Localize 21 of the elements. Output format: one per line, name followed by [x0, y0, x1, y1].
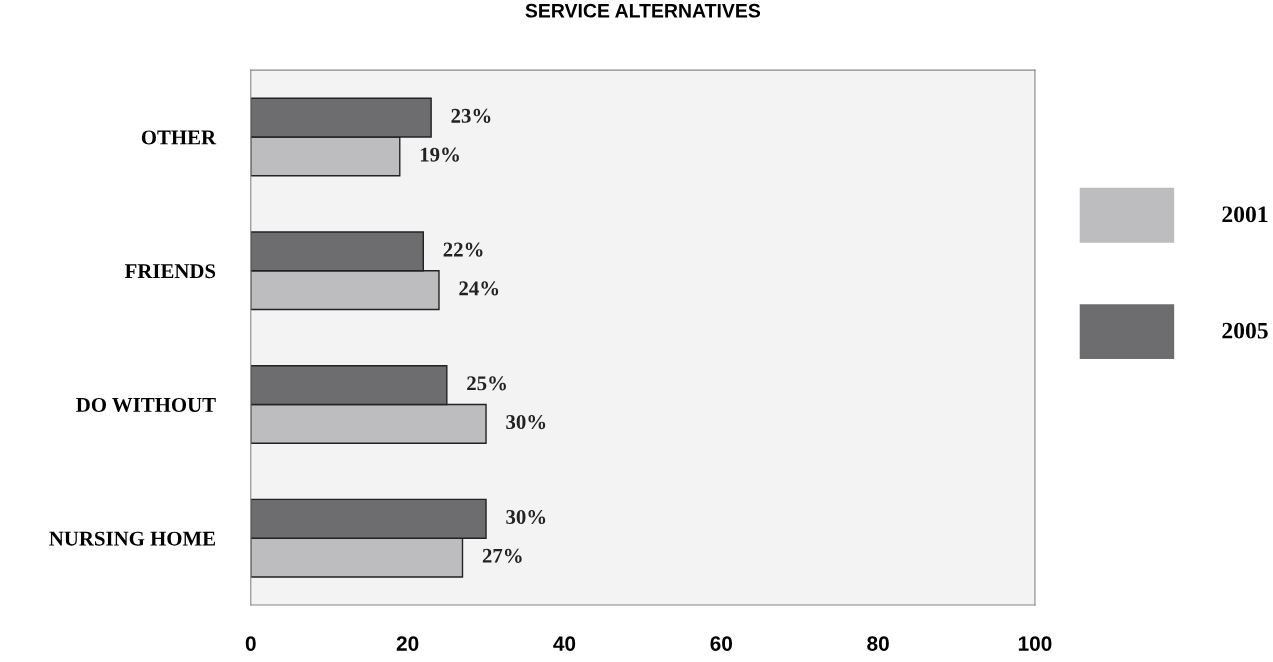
x-tick-label: 20 — [396, 636, 419, 651]
x-tick-label: 100 — [1018, 636, 1052, 651]
y-tick-label: DO WITHOUT — [76, 397, 216, 413]
legend-label: 2005 — [1222, 322, 1268, 339]
data-label: 27% — [482, 548, 522, 563]
x-tick-label: 60 — [710, 636, 733, 651]
y-tick-label: FRIENDS — [124, 264, 216, 279]
x-tick-label: 40 — [553, 636, 576, 651]
data-label: 30% — [506, 509, 546, 525]
y-tick-label: NURSING HOME — [49, 531, 215, 546]
y-tick-label: OTHER — [141, 130, 217, 145]
chart-title: SERVICE ALTERNATIVES — [525, 3, 761, 18]
data-label: 22% — [443, 242, 483, 257]
data-label: 23% — [451, 108, 491, 123]
x-tick-label: 0 — [245, 636, 256, 651]
data-label: 30% — [506, 415, 546, 430]
data-label: 24% — [459, 281, 499, 296]
legend-label: 2001 — [1222, 206, 1268, 223]
data-label: 25% — [467, 376, 506, 391]
data-label: 19% — [420, 147, 459, 162]
x-tick-label: 80 — [867, 636, 889, 651]
